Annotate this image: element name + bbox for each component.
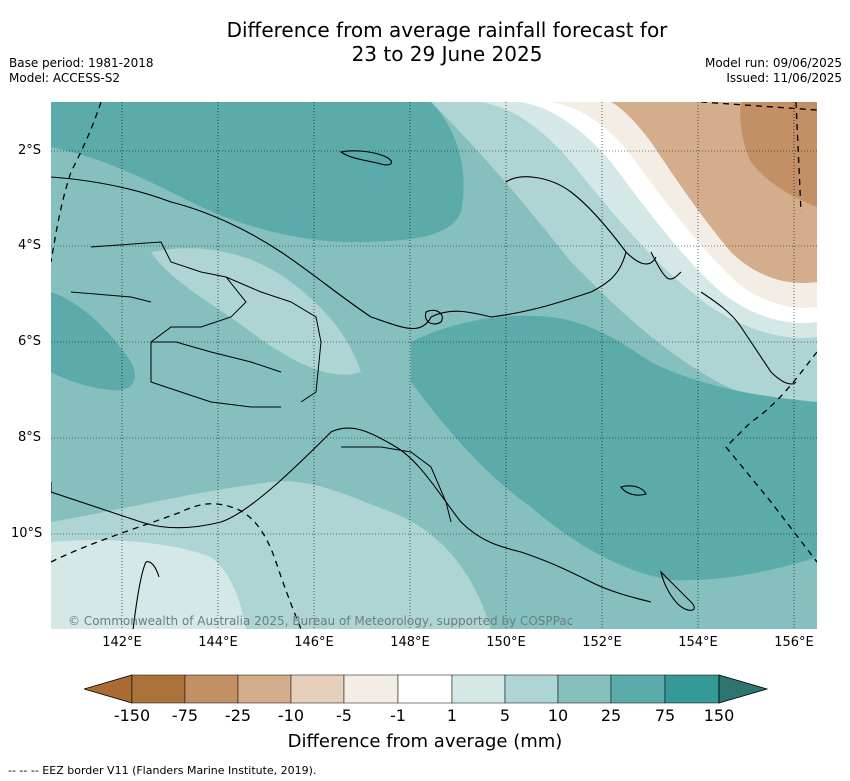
title-line-1: Difference from average rainfall forecas… [226, 18, 668, 42]
map-title: Difference from average rainfall forecas… [0, 18, 850, 66]
band-1-5-southwest [51, 540, 246, 629]
provincial-borders [70, 241, 452, 523]
band-25-75-east [411, 315, 817, 581]
colorbar-tick: 25 [600, 706, 622, 725]
lon-label-146e: 146°E [294, 635, 334, 650]
model-run: Model run: 09/06/2025 [704, 56, 842, 70]
colorbar-swatch-1 [131, 674, 186, 704]
eez-footnote: -- -- -- EEZ border V11 (Flanders Marine… [8, 764, 317, 777]
colorbar-max-arrow [718, 674, 768, 704]
rainfall-map [51, 102, 817, 629]
colorbar-label: Difference from average (mm) [287, 731, 563, 752]
lon-label-150e: 150°E [486, 635, 526, 650]
colorbar-swatch-4 [290, 674, 345, 704]
colorbar-swatch-9 [557, 674, 612, 704]
eez-borders [51, 102, 817, 629]
colorbar-tick: -150 [113, 706, 151, 725]
lat-label-4s: 4°S [18, 238, 42, 253]
colorbar-swatch-6 [397, 674, 453, 704]
issued-date: Issued: 11/06/2025 [726, 71, 842, 85]
lon-label-152e: 152°E [582, 635, 622, 650]
colorbar-swatch-2 [184, 674, 239, 704]
lon-label-156e: 156°E [774, 635, 814, 650]
base-period: Base period: 1981-2018 [9, 56, 154, 70]
band-25-75-north [51, 102, 464, 242]
band-25-75-west [51, 292, 135, 391]
meta-right: Model run: 09/06/2025 Issued: 11/06/2025 [705, 56, 842, 86]
colorbar-swatch-3 [237, 674, 292, 704]
colorbar-swatch-7 [451, 674, 506, 704]
copyright-credit: © Commonwealth of Australia 2025, Bureau… [68, 614, 574, 628]
lon-label-154e: 154°E [678, 635, 718, 650]
colorbar-tick: -25 [224, 706, 252, 725]
map-svg [51, 102, 817, 629]
title-line-2: 23 to 29 June 2025 [351, 42, 543, 66]
lat-label-8s: 8°S [18, 430, 42, 445]
colorbar-tick: -10 [277, 706, 305, 725]
lat-label-10s: 10°S [11, 526, 43, 541]
model-name: Model: ACCESS-S2 [9, 71, 121, 85]
colorbar [84, 674, 768, 704]
band-5-10-highlands [151, 248, 361, 375]
lat-label-2s: 2°S [18, 143, 42, 158]
colorbar-tick: -1 [390, 706, 406, 725]
colorbar-tick: 1 [446, 706, 458, 725]
colorbar-tick: 150 [703, 706, 735, 725]
colorbar-tick: 5 [499, 706, 511, 725]
lon-label-142e: 142°E [102, 635, 142, 650]
lon-label-144e: 144°E [198, 635, 238, 650]
colorbar-swatch-8 [504, 674, 559, 704]
colorbar-swatch-5 [343, 674, 399, 704]
colorbar-min-arrow [84, 674, 133, 704]
lon-label-148e: 148°E [390, 635, 430, 650]
coastlines [51, 150, 797, 629]
lat-label-6s: 6°S [18, 334, 42, 349]
meta-left: Base period: 1981-2018 Model: ACCESS-S2 [9, 56, 154, 86]
graticule [51, 102, 817, 629]
colorbar-tick: 10 [547, 706, 569, 725]
colorbar-tick: 75 [654, 706, 676, 725]
colorbar-tick: -5 [336, 706, 352, 725]
colorbar-swatch-11 [664, 674, 720, 704]
colorbar-swatch-10 [610, 674, 666, 704]
colorbar-tick: -75 [171, 706, 199, 725]
